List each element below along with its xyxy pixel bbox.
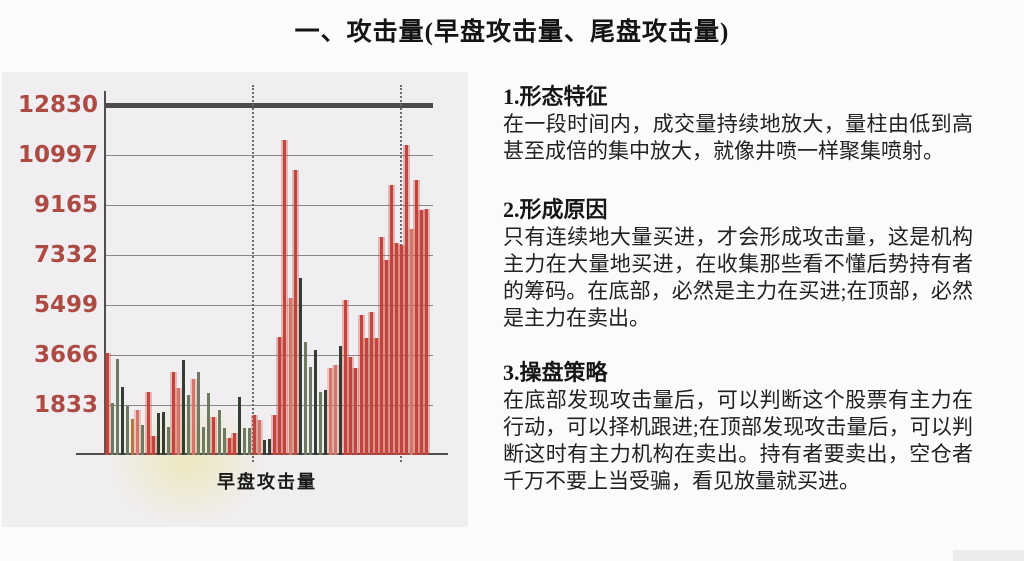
volume-bar (281, 140, 289, 455)
y-axis-label: 1833 (33, 391, 98, 418)
section-body: 在底部发现攻击量后，可以判断这个股票有主力在行动，可以择机跟进;在顶部发现攻击量… (503, 388, 973, 493)
volume-bar (377, 237, 385, 455)
y-axis-label: 5499 (33, 291, 98, 318)
volume-bar (225, 438, 233, 455)
dotted-vline (252, 85, 254, 462)
section-body: 在一段时间内，成交量持续地放大，量柱由低到高甚至成倍的集中放大，就像井喷一样聚集… (503, 112, 973, 163)
volume-bar (392, 243, 400, 455)
volume-bar (222, 428, 226, 455)
volume-bar (352, 368, 360, 455)
volume-bar (131, 419, 135, 455)
volume-bar (408, 229, 416, 455)
volume-bar (217, 410, 221, 455)
section-trading-strategy: 3.操盘策略 在底部发现攻击量后，可以判断这个股票有主力在行动，可以择机跟进;在… (503, 360, 983, 495)
volume-bar (187, 395, 191, 455)
volume-bar (111, 403, 115, 455)
volume-bar (324, 390, 327, 455)
volume-bar (271, 415, 279, 455)
volume-bar (403, 145, 411, 455)
gridline (106, 304, 433, 306)
section-body: 只有连续地大量买进，才会形成攻击量，这是机构主力在大量地买进，在收集那些看不懂后… (503, 225, 973, 330)
volume-bar (372, 338, 380, 455)
volume-bar (169, 372, 177, 455)
volume-bar (197, 372, 201, 455)
volume-bar (134, 410, 142, 455)
volume-bar (268, 439, 272, 455)
volume-bar (144, 392, 152, 455)
gridline (106, 155, 433, 156)
volume-bar (398, 245, 406, 455)
volume-bar (166, 427, 170, 455)
chart-title: 早盘攻击量 (217, 472, 317, 492)
volume-bar (308, 367, 312, 455)
volume-bar (247, 428, 251, 455)
volume-bar (251, 415, 259, 455)
volume-bar (202, 427, 206, 455)
gridline (106, 103, 433, 108)
volume-bar (291, 170, 299, 455)
volume-bar (141, 425, 145, 455)
volume-bar (174, 388, 182, 455)
volume-bar (313, 350, 317, 455)
section-heading: 1.形态特征 (503, 84, 608, 109)
volume-bar (286, 298, 294, 455)
y-axis-label: 9165 (33, 191, 98, 218)
gridline (106, 254, 433, 256)
section-heading: 2.形成原因 (503, 197, 608, 222)
page-title: 一、攻击量(早盘攻击量、尾盘攻击量) (294, 19, 730, 46)
volume-bar (256, 420, 264, 455)
gridline (106, 354, 433, 356)
volume-bar (210, 417, 218, 455)
volume-bar (149, 436, 157, 455)
volume-bar (387, 185, 395, 455)
volume-bar (362, 338, 370, 455)
volume-bar (230, 433, 238, 455)
volume-bar (237, 397, 241, 455)
section-formation-reason: 2.形成原因 只有连续地大量买进，才会形成攻击量，这是机构主力在大量地买进，在收… (503, 197, 983, 332)
volume-bar (418, 210, 426, 455)
corner-strip (953, 550, 1024, 561)
volume-bar (126, 406, 130, 455)
volume-bar (382, 260, 390, 455)
volume-bar (207, 393, 211, 455)
y-axis-label: 12830 (17, 92, 98, 118)
volume-bar (423, 209, 431, 455)
volume-bar (339, 346, 343, 455)
volume-bar (263, 440, 267, 455)
volume-bar (116, 359, 120, 455)
volume-bar (357, 315, 365, 455)
volume-bar (190, 379, 198, 455)
volume-bar (342, 300, 350, 455)
volume-bar (367, 312, 375, 455)
volume-bar (156, 413, 160, 455)
chart-panel: 12830 10997 9165 7332 5499 3666 1833 早盘攻击量 (2, 72, 468, 527)
volume-bar (303, 342, 307, 455)
y-axis-label: 10997 (17, 142, 98, 168)
volume-bar (327, 368, 335, 455)
volume-bar (332, 365, 340, 455)
volume-bar (242, 428, 246, 455)
volume-bar (276, 337, 284, 455)
volume-bar (161, 412, 165, 455)
volume-bar (318, 392, 322, 455)
chart-plot: 12830 10997 9165 7332 5499 3666 1833 (2, 72, 468, 527)
volume-bar (121, 387, 125, 455)
section-pattern-features: 1.形态特征 在一段时间内，成交量持续地放大，量柱由低到高甚至成倍的集中放大，就… (503, 84, 983, 165)
volume-bar (347, 357, 355, 455)
y-axis-label: 7332 (33, 241, 98, 268)
volume-bar (182, 360, 186, 455)
volume-bar (413, 180, 421, 455)
section-heading: 3.操盘策略 (503, 360, 608, 385)
volume-bar (104, 353, 111, 455)
y-axis-label: 3666 (33, 341, 98, 368)
volume-bar (298, 278, 302, 455)
gridline (106, 404, 433, 406)
gridline (106, 204, 433, 206)
y-axis-line (104, 91, 106, 455)
